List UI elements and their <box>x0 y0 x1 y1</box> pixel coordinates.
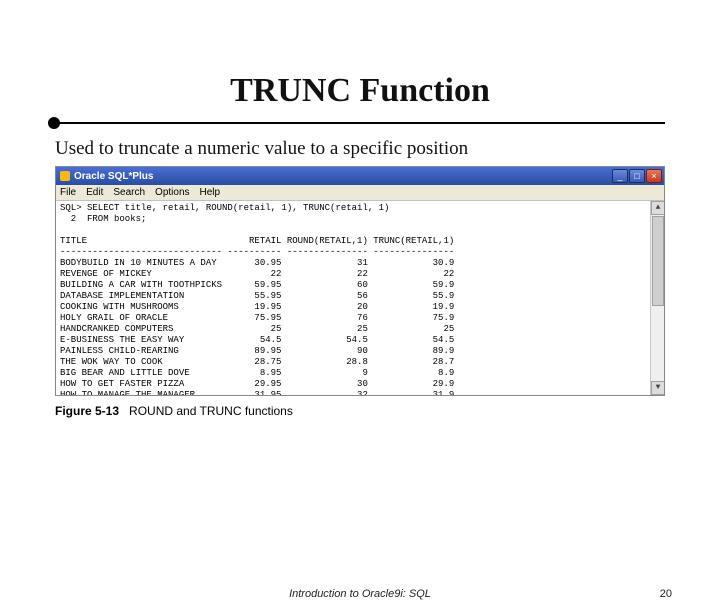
table-row: HOW TO MANAGE THE MANAGER 31.95 32 31.9 <box>60 390 454 395</box>
titlebar: Oracle SQL*Plus _ □ × <box>56 167 664 185</box>
sqlplus-window: Oracle SQL*Plus _ □ × File Edit Search O… <box>55 166 665 396</box>
minimize-button[interactable]: _ <box>612 169 628 183</box>
table-row: BODYBUILD IN 10 MINUTES A DAY 30.95 31 3… <box>60 258 454 268</box>
table-row: HANDCRANKED COMPUTERS 25 25 25 <box>60 324 454 334</box>
scroll-up-button[interactable]: ▲ <box>651 201 664 215</box>
subtitle: Used to truncate a numeric value to a sp… <box>55 138 665 160</box>
footer-center: Introduction to Oracle9i: SQL <box>0 588 720 600</box>
table-row: E-BUSINESS THE EASY WAY 54.5 54.5 54.5 <box>60 335 454 345</box>
scroll-thumb[interactable] <box>652 216 664 306</box>
table-row: COOKING WITH MUSHROOMS 19.95 20 19.9 <box>60 302 454 312</box>
close-button[interactable]: × <box>646 169 662 183</box>
table-row: BIG BEAR AND LITTLE DOVE 8.95 9 8.9 <box>60 368 454 378</box>
table-row: BUILDING A CAR WITH TOOTHPICKS 59.95 60 … <box>60 280 454 290</box>
table-row: PAINLESS CHILD-REARING 89.95 90 89.9 <box>60 346 454 356</box>
sql-line-1: SQL> SELECT title, retail, ROUND(retail,… <box>60 203 389 213</box>
table-row: HOW TO GET FASTER PIZZA 29.95 30 29.9 <box>60 379 454 389</box>
menu-file[interactable]: File <box>60 187 76 198</box>
window-title: Oracle SQL*Plus <box>74 171 153 182</box>
table-row: DATABASE IMPLEMENTATION 55.95 56 55.9 <box>60 291 454 301</box>
title-rule <box>55 122 665 124</box>
menubar: File Edit Search Options Help <box>56 185 664 201</box>
scrollbar[interactable]: ▲ ▼ <box>650 201 664 395</box>
col-header: TITLE RETAIL ROUND(RETAIL,1) TRUNC(RETAI… <box>60 236 454 246</box>
figure-caption: Figure 5-13 ROUND and TRUNC functions <box>55 404 665 418</box>
page-number: 20 <box>660 588 672 600</box>
sql-line-2: 2 FROM books; <box>60 214 146 224</box>
window-controls: _ □ × <box>612 169 662 183</box>
menu-help[interactable]: Help <box>200 187 221 198</box>
table-row: REVENGE OF MICKEY 22 22 22 <box>60 269 454 279</box>
menu-search[interactable]: Search <box>113 187 145 198</box>
maximize-button[interactable]: □ <box>629 169 645 183</box>
figure-label: Figure 5-13 <box>55 404 119 418</box>
table-row: THE WOK WAY TO COOK 28.75 28.8 28.7 <box>60 357 454 367</box>
table-row: HOLY GRAIL OF ORACLE 75.95 76 75.9 <box>60 313 454 323</box>
titlebar-left: Oracle SQL*Plus <box>60 171 153 182</box>
app-icon <box>60 171 70 181</box>
menu-edit[interactable]: Edit <box>86 187 103 198</box>
menu-options[interactable]: Options <box>155 187 189 198</box>
scroll-down-button[interactable]: ▼ <box>651 381 664 395</box>
col-rule: ------------------------------ ---------… <box>60 247 454 257</box>
slide-title: TRUNC Function <box>0 72 720 110</box>
terminal-output: SQL> SELECT title, retail, ROUND(retail,… <box>56 201 664 395</box>
figure-text: ROUND and TRUNC functions <box>129 404 293 418</box>
